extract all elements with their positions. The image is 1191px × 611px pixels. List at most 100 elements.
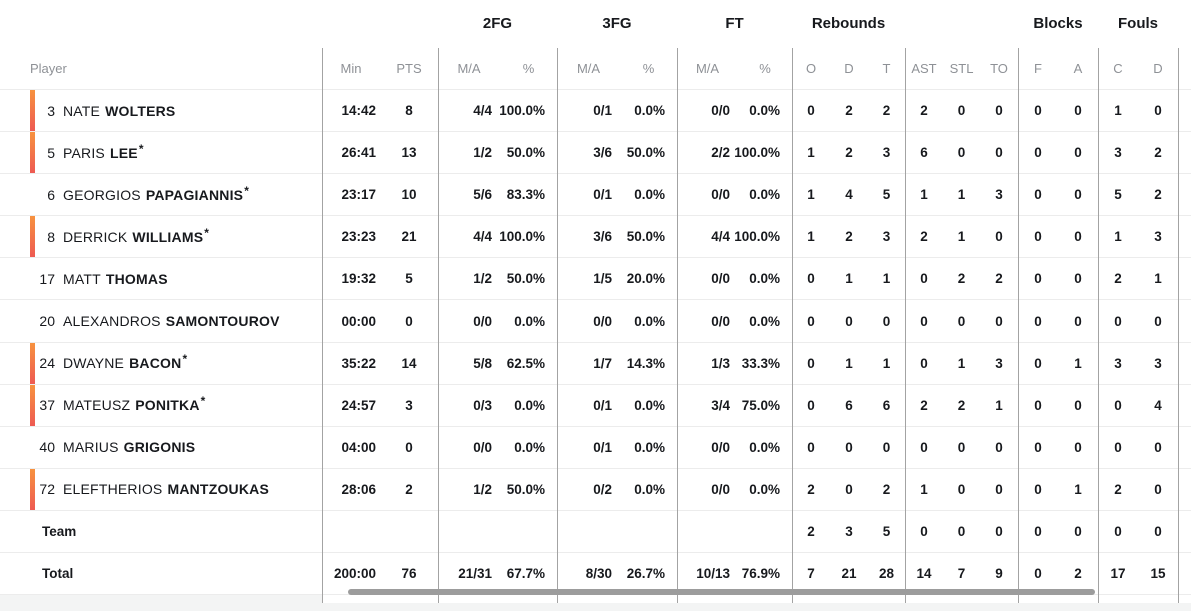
stat-min: 35:22: [341, 355, 376, 371]
stat-min: 200:00: [333, 566, 376, 582]
stat-reb-d: 1: [845, 271, 853, 287]
stat-ast: 14: [916, 566, 932, 582]
stat-to: 0: [995, 145, 1003, 161]
player-cell: 6 GEORGIOS PAPAGIANNIS *: [0, 174, 322, 215]
stat-ast: 2: [920, 229, 928, 245]
stat-ft-ma: 0/0: [711, 439, 730, 455]
stat-ft-pct: 100.0%: [734, 229, 780, 245]
stat-ft-ma: 2/2: [711, 145, 730, 161]
stat-to: 1: [995, 397, 1003, 413]
stat-ft-ma: 0/0: [711, 481, 730, 497]
player-number: 37: [39, 397, 55, 414]
stat-block-a: 1: [1074, 355, 1082, 371]
player-first-name: ALEXANDROS: [63, 313, 161, 330]
player-number: 8: [47, 228, 55, 245]
starter-star: *: [200, 394, 206, 409]
player-first-name: MATT: [63, 270, 101, 287]
player-last-name: MANTZOUKAS: [167, 481, 269, 498]
stat-ast: 6: [920, 145, 928, 161]
stat-block-f: 0: [1034, 103, 1042, 119]
on-court-indicator: [30, 216, 35, 258]
player-cell: 3 NATE WOLTERS: [0, 90, 322, 132]
stat-ft-ma: 3/4: [711, 397, 730, 413]
player-first-name: NATE: [63, 102, 101, 119]
stat-2fg-pct: 50.0%: [506, 481, 545, 497]
stat-2fg-ma: 1/2: [473, 145, 492, 161]
player-cell: 40 MARIUS GRIGONIS: [0, 427, 322, 468]
stat-min: 19:32: [341, 271, 376, 287]
player-row[interactable]: 37 MATEUSZ PONITKA * 24:57 3 0/3 0.0% 0/1 0.0…: [0, 384, 1191, 427]
column-divider: [677, 48, 678, 603]
stat-reb-d: 0: [845, 439, 853, 455]
stat-foul-d: 1: [1154, 271, 1162, 287]
stat-stl: 0: [957, 439, 966, 455]
player-row[interactable]: 40 MARIUS GRIGONIS 04:00 0 0/0 0.0% 0/1 0.0% 0…: [0, 426, 1191, 469]
player-row[interactable]: 8 DERRICK WILLIAMS * 23:23 21 4/4 100.0% 3/6…: [0, 216, 1191, 259]
stat-block-f: 0: [1034, 566, 1042, 582]
stat-foul-c: 1: [1114, 103, 1122, 119]
stat-2fg-pct: 0.0%: [514, 313, 545, 329]
stat-min: 28:06: [341, 481, 376, 497]
stat-2fg-ma: [438, 511, 500, 552]
stat-ft-pct: 0.0%: [749, 271, 780, 287]
player-number: 20: [39, 313, 55, 330]
player-row[interactable]: 20 ALEXANDROS SAMONTOUROV 00:00 0 0/0 0.0% 0…: [0, 300, 1191, 343]
stat-foul-c: 0: [1114, 313, 1122, 329]
player-row[interactable]: 6 GEORGIOS PAPAGIANNIS * 23:17 10 5/6 83.3%…: [0, 174, 1191, 217]
col-reb-t: T: [882, 61, 891, 76]
player-number: 24: [39, 355, 55, 372]
stat-block-a: 0: [1074, 523, 1082, 539]
stat-reb-o: 0: [807, 355, 815, 371]
stat-reb-o: 0: [807, 313, 815, 329]
stat-block-a: 0: [1074, 313, 1082, 329]
stat-reb-o: 1: [807, 229, 815, 245]
stat-ast: 1: [920, 481, 928, 497]
row-label: Total: [0, 553, 322, 594]
stat-stl: 0: [957, 313, 966, 329]
stat-reb-o: 1: [807, 187, 815, 203]
stat-min: 26:41: [341, 145, 376, 161]
player-row[interactable]: 3 NATE WOLTERS 14:42 8 4/4 100.0% 0/1 0.0% 0/0…: [0, 90, 1191, 133]
stat-reb-d: 2: [845, 103, 853, 119]
stat-min: 04:00: [341, 439, 376, 455]
stat-2fg-pct: 0.0%: [514, 439, 545, 455]
stat-to: 9: [995, 566, 1003, 582]
player-row[interactable]: 5 PARIS LEE * 26:41 13 1/2 50.0% 3/6 50.0% 2/2…: [0, 132, 1191, 175]
player-row[interactable]: 24 DWAYNE BACON * 35:22 14 5/8 62.5% 1/7 14.3…: [0, 342, 1191, 385]
stat-reb-d: 6: [845, 397, 853, 413]
starter-star: *: [244, 183, 249, 198]
starter-star: *: [204, 225, 209, 240]
stat-block-f: 0: [1034, 523, 1042, 539]
stat-2fg-ma: 4/4: [473, 229, 492, 245]
stat-ft-ma: 10/13: [696, 566, 730, 582]
stat-stl: 7: [957, 566, 966, 582]
stat-reb-t: 2: [882, 481, 891, 497]
total-label: Total: [42, 566, 74, 582]
player-first-name: MARIUS: [63, 439, 119, 456]
stat-block-a: 0: [1074, 439, 1082, 455]
stat-ast: 0: [920, 523, 928, 539]
stat-2fg-pct: [500, 511, 557, 552]
player-row[interactable]: 17 MATT THOMAS 19:32 5 1/2 50.0% 1/5 20.0% 0/0…: [0, 258, 1191, 301]
player-row[interactable]: 72 ELEFTHERIOS MANTZOUKAS 28:06 2 1/2 50.0%…: [0, 468, 1191, 511]
stat-3fg-ma: 0/1: [593, 187, 612, 203]
stat-ft-ma: 0/0: [711, 103, 730, 119]
col-foul-d: D: [1153, 61, 1163, 76]
player-last-name: GRIGONIS: [123, 439, 196, 456]
total-row: Total 200:00 76 21/31 67.7% 8/30 26.7% 10/13 76…: [0, 553, 1191, 596]
row-label: Team: [0, 511, 322, 552]
stat-block-a: 0: [1074, 397, 1082, 413]
player-last-name: BACON: [129, 355, 182, 372]
stat-pts: 14: [401, 355, 417, 371]
stat-2fg-ma: 5/8: [473, 355, 492, 371]
stat-foul-c: 3: [1114, 355, 1122, 371]
col-ft-pct: %: [759, 61, 771, 76]
group-rebounds: Rebounds: [811, 15, 886, 32]
stat-reb-d: 1: [845, 355, 853, 371]
stat-reb-t: 2: [882, 103, 891, 119]
player-last-name: WOLTERS: [105, 102, 176, 119]
horizontal-scrollbar-thumb[interactable]: [348, 589, 1095, 595]
stat-to: 0: [995, 103, 1003, 119]
stat-ft-ma: [677, 511, 738, 552]
player-cell: 20 ALEXANDROS SAMONTOUROV: [0, 300, 322, 341]
